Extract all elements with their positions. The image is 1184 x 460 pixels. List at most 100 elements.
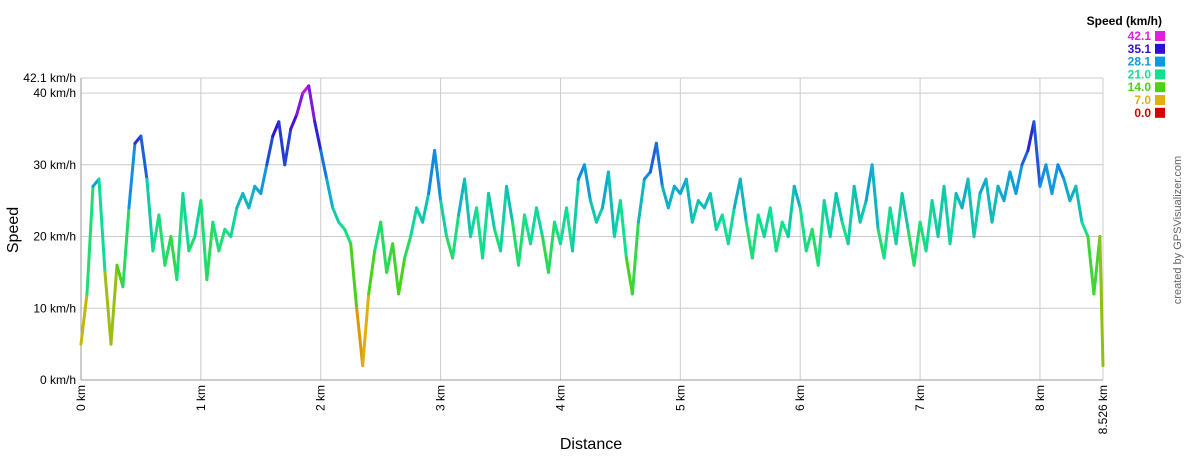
line-segment [1008, 170, 1018, 195]
line-segment [109, 263, 119, 346]
line-segment [79, 292, 89, 346]
line-segment [966, 177, 976, 239]
line-segment [469, 206, 479, 239]
line-segment [145, 177, 155, 253]
line-segment [834, 191, 844, 224]
line-segment [1086, 235, 1096, 296]
line-segment [337, 220, 347, 231]
line-segment [906, 227, 916, 267]
line-segment [972, 191, 982, 239]
line-segment [289, 113, 299, 131]
y-tick-label: 40 km/h [33, 86, 76, 100]
line-segment [481, 191, 491, 260]
line-segment [457, 177, 467, 217]
line-segment [1002, 170, 1012, 203]
line-segment [211, 220, 221, 253]
line-segment [235, 191, 245, 210]
line-segment [822, 199, 832, 239]
line-segment [199, 199, 209, 282]
line-segment [1098, 235, 1105, 368]
line-segment [864, 163, 874, 203]
line-segment [768, 206, 778, 253]
legend-swatch [1155, 82, 1165, 93]
x-tick-label: 6 km [793, 385, 807, 411]
line-segment [265, 134, 275, 167]
legend-label: 28.1 [1128, 55, 1152, 69]
line-segment [247, 184, 257, 210]
legend-label: 21.0 [1128, 67, 1152, 81]
line-segment [241, 191, 251, 210]
line-segment [121, 206, 131, 289]
line-segment [331, 206, 341, 224]
line-segment [912, 220, 922, 267]
line-segment [942, 184, 952, 246]
line-segment [684, 177, 694, 224]
legend-label: 14.0 [1128, 80, 1152, 94]
y-axis-label: Speed [5, 207, 22, 253]
line-segment [930, 199, 940, 239]
line-segment [666, 184, 676, 210]
line-segment [882, 206, 892, 260]
line-segment [427, 148, 437, 195]
line-segment [157, 213, 167, 267]
line-segment [948, 191, 958, 246]
line-segment [103, 270, 113, 346]
line-segment [451, 213, 461, 260]
line-segment [582, 163, 592, 203]
line-segment [750, 213, 760, 260]
line-segment [373, 220, 383, 253]
line-segment [343, 227, 353, 246]
line-segment [636, 177, 646, 224]
line-segment [756, 213, 766, 239]
line-segment [708, 191, 718, 231]
line-segment [313, 120, 323, 152]
line-segment [588, 199, 598, 224]
line-segment [642, 170, 652, 181]
line-segment [1044, 163, 1054, 195]
line-segment [217, 227, 227, 253]
line-segment [870, 163, 880, 231]
line-segment [792, 184, 802, 210]
line-segment [283, 127, 293, 167]
line-segment [852, 184, 862, 224]
x-tick-label: 4 km [553, 385, 567, 411]
line-segment [936, 184, 946, 239]
line-segment [552, 220, 562, 246]
line-segment [1062, 177, 1072, 203]
line-segment [606, 170, 616, 239]
line-segment [319, 148, 329, 181]
legend-swatch [1155, 95, 1165, 105]
line-segment [523, 213, 533, 246]
line-segment [570, 177, 580, 253]
line-segment [229, 206, 239, 239]
x-tick-label: 5 km [673, 385, 687, 411]
credit: created by GPSVisualizer.com [1172, 156, 1184, 304]
line-segment [1038, 163, 1048, 188]
line-segment [295, 91, 305, 117]
line-segment [744, 220, 754, 260]
legend-swatch [1155, 107, 1165, 118]
x-tick-label: 3 km [434, 385, 448, 411]
line-segment [612, 199, 622, 239]
line-segment [421, 191, 431, 224]
y-tick-label: 42.1 km/h [23, 71, 76, 85]
line-segment [810, 227, 820, 267]
line-segment [774, 220, 784, 253]
line-segment [409, 206, 419, 239]
line-segment [391, 242, 401, 296]
line-segment [720, 213, 730, 246]
line-segment [367, 249, 377, 296]
line-segment [828, 191, 838, 239]
line-segment [690, 199, 700, 224]
x-tick-label: 2 km [314, 385, 328, 411]
line-segment [475, 206, 485, 260]
line-segment [648, 141, 658, 174]
line-segment [594, 206, 604, 224]
line-segment [277, 120, 287, 167]
line-segment [463, 177, 473, 239]
line-segment [403, 235, 413, 260]
y-tick-label: 20 km/h [33, 230, 76, 244]
line-segment [738, 177, 748, 224]
line-segment [1080, 220, 1090, 239]
